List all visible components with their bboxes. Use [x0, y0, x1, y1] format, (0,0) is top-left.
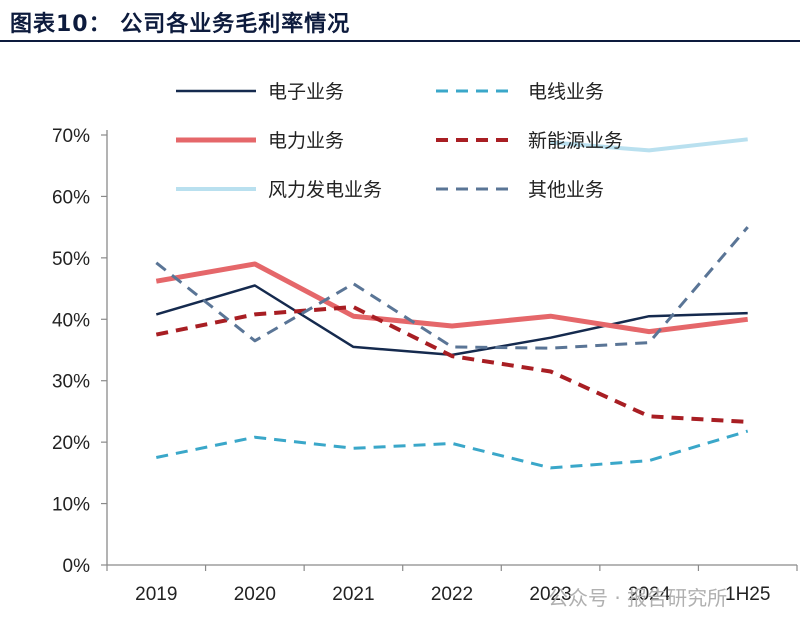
- legend-label: 新能源业务: [528, 130, 623, 152]
- y-tick-label: 30%: [52, 372, 90, 393]
- legend-label: 电力业务: [268, 130, 344, 152]
- series-line-3: [155, 261, 749, 335]
- series-line-6: [155, 226, 749, 350]
- chart-axes: 0% 10% 20% 30% 40% 50% 60% 70% 2019 2020 2021 2022 2…: [52, 126, 798, 605]
- series-line-5: [550, 137, 748, 153]
- y-tick-label: 70%: [52, 126, 90, 147]
- legend-label: 其他业务: [528, 179, 604, 201]
- x-tick-label: 2024: [628, 584, 671, 605]
- x-tick-label: 1H25: [725, 584, 770, 605]
- series-line-2: [155, 429, 749, 470]
- x-tick-label: 2020: [234, 584, 276, 605]
- y-tick-label: 50%: [52, 249, 90, 270]
- chart-lines: [155, 137, 749, 470]
- legend-label: 风力发电业务: [268, 179, 382, 201]
- series-line-1: [155, 284, 748, 357]
- chart-title: 图表10： 公司各业务毛利率情况: [10, 12, 351, 37]
- x-tick-label: 2022: [431, 584, 473, 605]
- y-tick-label: 60%: [52, 187, 90, 208]
- y-tick-label: 0%: [63, 556, 91, 577]
- title-divider: [0, 40, 800, 42]
- legend-label: 电子业务: [268, 81, 344, 103]
- y-tick-label: 20%: [52, 433, 90, 454]
- x-tick-label: 2023: [529, 584, 571, 605]
- y-tick-label: 10%: [52, 495, 90, 516]
- x-tick-label: 2019: [135, 584, 177, 605]
- watermark: 公众号 · 报告研究所: [548, 586, 728, 610]
- y-tick-label: 40%: [52, 310, 90, 331]
- series-line-4: [155, 305, 748, 424]
- x-tick-label: 2021: [332, 584, 374, 605]
- legend-label: 电线业务: [528, 81, 604, 103]
